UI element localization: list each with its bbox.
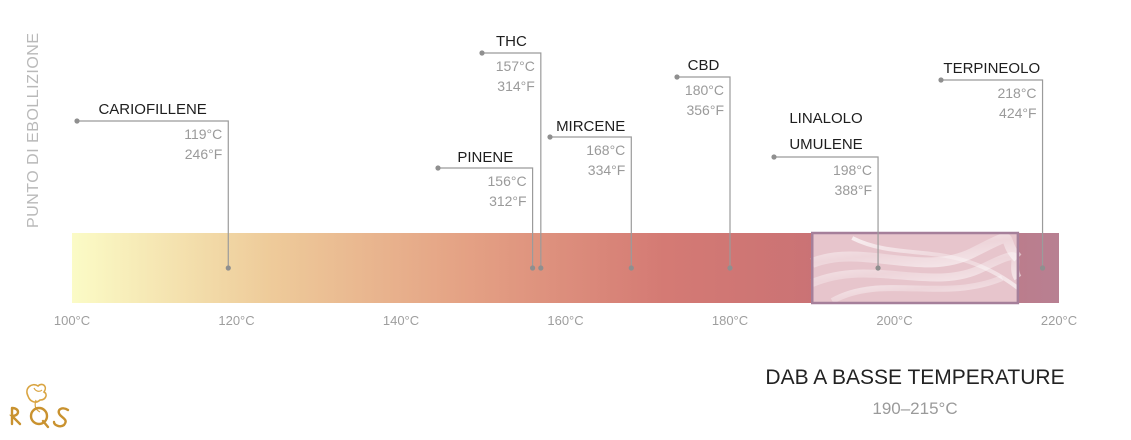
compound-name: CARIOFILLENE [98, 101, 206, 118]
callout-leader-line [482, 52, 542, 268]
callout-start-dot [479, 50, 485, 56]
x-tick-label: 200°C [876, 313, 912, 328]
callout-start-dot [771, 154, 777, 160]
callout-leader-line [677, 76, 731, 268]
compound-name: CBD [688, 57, 720, 74]
callout-start-dot [74, 118, 80, 124]
boiling-point-dot [538, 265, 544, 271]
callout-leader-line [550, 136, 632, 268]
low-temp-dab-zone-border [811, 231, 1020, 305]
highlight-title: DAB A BASSE TEMPERATURE [765, 366, 1064, 389]
fahrenheit-value: 334°F [588, 162, 626, 178]
highlight-range-label: 190–215°C [872, 399, 957, 418]
lion-crest-icon [9, 383, 70, 429]
fahrenheit-value: 424°F [999, 105, 1037, 121]
celsius-value: 168°C [586, 142, 625, 158]
celsius-value: 198°C [833, 162, 872, 178]
compound-name: THC [496, 33, 527, 50]
zone-wave-texture [810, 233, 1022, 268]
boiling-point-dot [727, 265, 733, 271]
celsius-value: 156°C [488, 173, 527, 189]
compound-name: LINALOLO [789, 110, 862, 127]
x-tick-label: 180°C [712, 313, 748, 328]
fahrenheit-value: 246°F [185, 146, 223, 162]
x-tick-label: 160°C [547, 313, 583, 328]
compound-name: PINENE [457, 149, 513, 166]
callout-leader-line [941, 79, 1044, 268]
fahrenheit-value: 312°F [489, 193, 527, 209]
x-tick-label: 100°C [54, 313, 90, 328]
compound-marker: LINALOLO UMULENE 198°C 388°F [771, 110, 881, 271]
boiling-point-dot [530, 265, 536, 271]
compound-marker: PINENE 156°C 312°F [435, 149, 536, 271]
zone-wave-texture [830, 275, 1004, 304]
celsius-value: 218°C [997, 85, 1036, 101]
callout-leader-line [774, 156, 879, 268]
celsius-value: 157°C [496, 58, 535, 74]
boiling-point-dot [225, 265, 231, 271]
callout-start-dot [674, 74, 680, 80]
callout-leader-line [77, 120, 229, 268]
callout-start-dot [938, 77, 944, 83]
zone-wave-texture [810, 252, 1022, 287]
compound-marker: MIRCENE 168°C 334°F [547, 118, 634, 271]
compound-name: MIRCENE [556, 118, 625, 135]
celsius-value: 119°C [184, 126, 222, 142]
boiling-point-dot [628, 265, 634, 271]
celsius-value: 180°C [685, 82, 724, 98]
callout-start-dot [435, 165, 441, 171]
x-tick-label: 220°C [1041, 313, 1077, 328]
callout-start-dot [547, 134, 553, 140]
x-tick-label: 140°C [383, 313, 419, 328]
callout-leader-line [438, 167, 534, 268]
compound-marker: CBD 180°C 356°F [674, 57, 733, 271]
zone-wave-texture [851, 236, 1020, 290]
boiling-point-dot [875, 265, 881, 271]
compound-name: UMULENE [789, 136, 862, 153]
compound-marker: TERPINEOLO 218°C 424°F [938, 60, 1046, 271]
fahrenheit-value: 388°F [835, 182, 873, 198]
compound-name: TERPINEOLO [943, 60, 1040, 77]
x-tick-label: 120°C [218, 313, 254, 328]
y-axis-label: PUNTO DI EBOLLIZIONE [25, 32, 42, 228]
compound-marker: CARIOFILLENE 119°C 246°F [74, 101, 231, 271]
boiling-point-dot [1039, 265, 1046, 271]
compound-marker: THC 157°C 314°F [479, 33, 544, 271]
fahrenheit-value: 356°F [686, 102, 724, 118]
fahrenheit-value: 314°F [497, 78, 535, 94]
rqs-logo [6, 378, 76, 433]
